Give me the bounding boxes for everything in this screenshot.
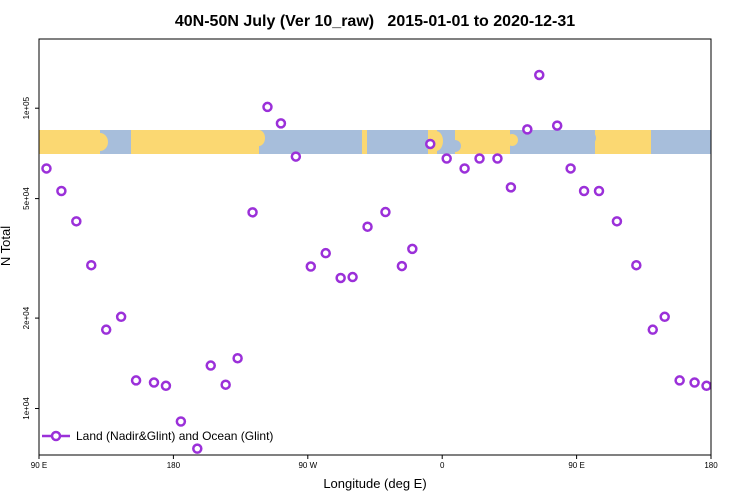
data-point [247,207,258,218]
x-tick-label: 90 E [568,461,584,470]
data-point [647,324,659,335]
map-land [455,130,510,154]
data-point [551,120,563,131]
data-point [659,311,670,323]
data-point [578,185,590,197]
data-point [631,259,642,271]
data-point [86,259,97,271]
data-point [534,69,545,81]
map-land [131,130,259,154]
x-tick-label: 180 [167,461,181,470]
data-point [380,206,391,218]
data-point [611,216,623,227]
data-point [565,163,576,174]
data-point [41,163,52,174]
data-point [701,380,711,392]
x-tick-label: 90 E [31,461,47,470]
map-feature [340,141,360,153]
data-point [290,151,302,162]
legend-marker [50,430,62,442]
data-point [71,216,82,227]
y-tick-label: 1e+04 [22,397,31,420]
data-point [205,360,216,371]
y-axis-title: N Total [0,226,13,266]
map-feature [253,130,265,146]
x-tick-label: 0 [440,461,445,470]
map-feature [506,134,518,146]
plot-frame [38,38,712,456]
map-feature [631,139,649,153]
data-point [396,260,408,272]
data-point [220,379,231,390]
data-point [522,124,533,135]
data-points [41,69,711,454]
x-axis-title: Longitude (deg E) [323,476,426,491]
data-point [492,153,503,164]
map-feature [580,131,596,145]
chart-title: 40N-50N July (Ver 10_raw) 2015-01-01 to … [175,13,575,30]
data-point [689,377,700,388]
data-point [347,271,358,283]
map-land [362,130,367,154]
data-point [148,377,160,388]
x-tick-label: 180 [704,461,718,470]
data-point [474,153,485,164]
world-map-strip [39,130,711,154]
data-point [305,261,317,272]
y-tick-label: 1e+05 [22,96,31,119]
plot-background [39,39,711,455]
data-point [425,138,436,150]
data-point [320,247,331,259]
data-point [175,416,187,427]
data-point [441,153,452,164]
y-axis: 1e+04 2e+04 5e+04 1e+05 [22,96,39,420]
data-point [56,185,67,197]
data-point [593,185,605,197]
data-point [232,352,243,364]
data-point [262,101,273,113]
legend-label: Land (Nadir&Glint) and Ocean (Glint) [76,429,273,443]
map-feature [92,133,108,151]
data-point [160,380,172,392]
data-point [407,243,418,255]
data-point [115,311,127,323]
data-point [130,375,142,386]
data-point [674,375,685,386]
map-feature [115,143,129,153]
data-point [505,182,517,193]
legend: Land (Nadir&Glint) and Ocean (Glint) [42,429,273,443]
data-point [100,324,112,335]
data-point [459,163,470,174]
x-axis: 90 E 180 90 W 0 90 E 180 [31,455,718,470]
data-point [192,443,203,454]
y-tick-label: 2e+04 [22,306,31,329]
map-land [39,130,100,154]
map-feature [449,140,461,152]
map-feature [654,131,666,141]
data-point [362,221,373,232]
data-point [275,118,287,129]
y-tick-label: 5e+04 [22,187,31,210]
data-point [335,272,346,284]
x-tick-label: 90 W [298,461,317,470]
